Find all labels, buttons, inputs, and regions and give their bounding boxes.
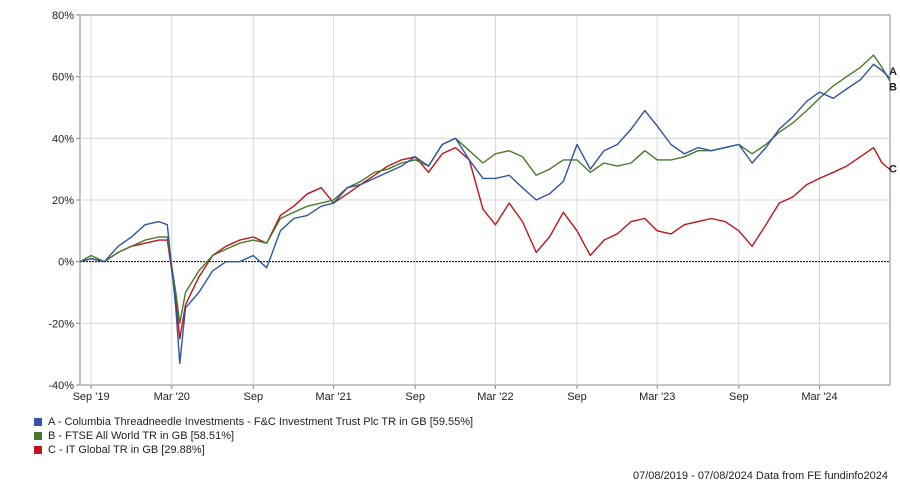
legend-swatch-b bbox=[34, 432, 42, 440]
x-axis-ticks: Sep '19 Mar '20 Sep Mar '21 Sep Mar '22 Sep Mar… bbox=[73, 385, 838, 403]
legend-item-c: C - IT Global TR in GB [29.88%] bbox=[34, 443, 473, 457]
legend-label-a: A - Columbia Threadneedle Investments - … bbox=[48, 416, 474, 428]
x-tick-label: Sep bbox=[567, 391, 587, 403]
x-tick-label: Sep '19 bbox=[73, 391, 110, 403]
y-tick-label: 40% bbox=[52, 133, 74, 145]
y-tick-label: 20% bbox=[52, 195, 74, 207]
x-tick-label: Mar '24 bbox=[801, 391, 837, 403]
x-tick-label: Sep bbox=[729, 391, 749, 403]
y-gridlines bbox=[80, 76, 890, 324]
y-tick-label: -20% bbox=[48, 318, 74, 330]
x-tick-label: Mar '20 bbox=[154, 391, 190, 403]
series-end-label-b: B bbox=[889, 81, 897, 93]
series-line-a bbox=[79, 63, 891, 365]
y-tick-label: 0% bbox=[58, 257, 74, 269]
series-end-label-c: C bbox=[889, 164, 897, 176]
x-tick-label: Mar '22 bbox=[477, 391, 513, 403]
series-line-b bbox=[79, 54, 891, 324]
x-tick-label: Sep bbox=[405, 391, 425, 403]
legend-swatch-c bbox=[34, 446, 42, 454]
date-range-source-note: 07/08/2019 - 07/08/2024 Data from FE fun… bbox=[632, 470, 888, 482]
legend-label-c: C - IT Global TR in GB [29.88%] bbox=[48, 444, 205, 456]
y-axis-ticks: 80% 60% 40% 20% 0% -20% -40% bbox=[48, 10, 80, 392]
series-end-label-a: A bbox=[889, 66, 897, 78]
legend-label-b: B - FTSE All World TR in GB [58.51%] bbox=[48, 430, 235, 442]
legend: A - Columbia Threadneedle Investments - … bbox=[34, 415, 473, 457]
y-tick-label: -40% bbox=[48, 380, 74, 392]
x-tick-label: Mar '21 bbox=[315, 391, 351, 403]
legend-item-a: A - Columbia Threadneedle Investments - … bbox=[34, 415, 473, 429]
x-tick-label: Sep bbox=[244, 391, 264, 403]
legend-item-b: B - FTSE All World TR in GB [58.51%] bbox=[34, 429, 473, 443]
series-lines bbox=[79, 54, 891, 365]
y-tick-label: 60% bbox=[52, 72, 74, 84]
y-tick-label: 80% bbox=[52, 10, 74, 22]
series-line-c bbox=[79, 146, 891, 340]
series-end-labels: AB C bbox=[889, 66, 897, 175]
legend-swatch-a bbox=[34, 418, 42, 426]
x-tick-label: Mar '23 bbox=[639, 391, 675, 403]
